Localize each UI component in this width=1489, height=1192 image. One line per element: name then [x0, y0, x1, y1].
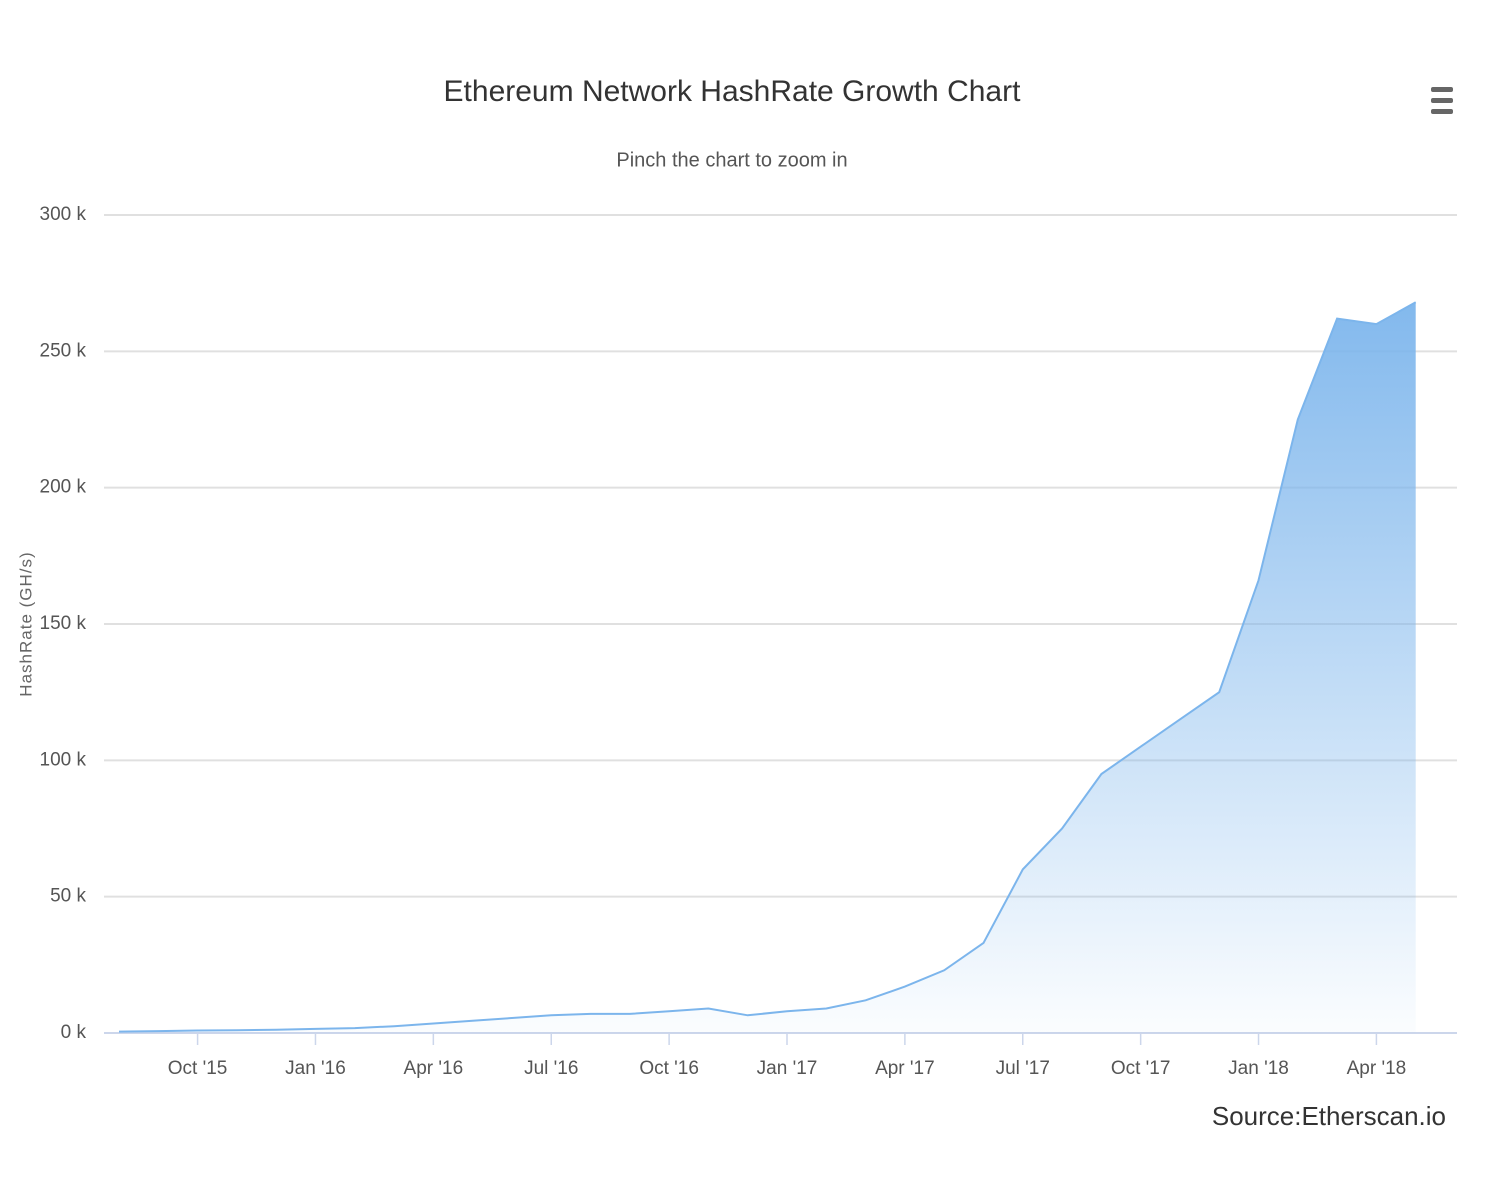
- menu-bar[interactable]: [1431, 109, 1453, 114]
- x-tick-label: Jan '17: [757, 1058, 818, 1079]
- x-tick-label: Oct '15: [168, 1058, 228, 1079]
- y-tick-label: 100 k: [40, 749, 87, 770]
- menu-button[interactable]: [1431, 87, 1453, 114]
- area-fill: [119, 302, 1416, 1033]
- credit: Source:Etherscan.io: [1212, 1101, 1446, 1131]
- x-tick-label: Oct '16: [639, 1058, 699, 1079]
- y-tick-label: 200 k: [40, 477, 87, 498]
- y-tick-label: 150 k: [40, 613, 87, 634]
- y-axis-label: HashRate (GH/s): [16, 551, 35, 696]
- menu-bar[interactable]: [1431, 87, 1453, 92]
- x-tick-label: Apr '17: [875, 1058, 935, 1079]
- y-tick-label: 50 k: [50, 886, 86, 907]
- menu-bar[interactable]: [1431, 98, 1453, 103]
- y-tick-label: 250 k: [40, 340, 87, 361]
- x-tick-label: Jan '16: [285, 1058, 346, 1079]
- x-tick-label: Jul '17: [996, 1058, 1050, 1079]
- y-tick-label: 300 k: [40, 204, 87, 225]
- area-line: [118, 301, 1417, 1033]
- x-tick-label: Oct '17: [1111, 1058, 1171, 1079]
- chart-subtitle: Pinch the chart to zoom in: [616, 149, 847, 171]
- chart-title: Ethereum Network HashRate Growth Chart: [444, 75, 1022, 108]
- x-tick-label: Apr '18: [1347, 1058, 1407, 1079]
- x-tick-label: Apr '16: [404, 1058, 464, 1079]
- x-tick-label: Jan '18: [1228, 1058, 1289, 1079]
- x-tick-label: Jul '16: [524, 1058, 578, 1079]
- y-tick-label: 0 k: [61, 1022, 87, 1043]
